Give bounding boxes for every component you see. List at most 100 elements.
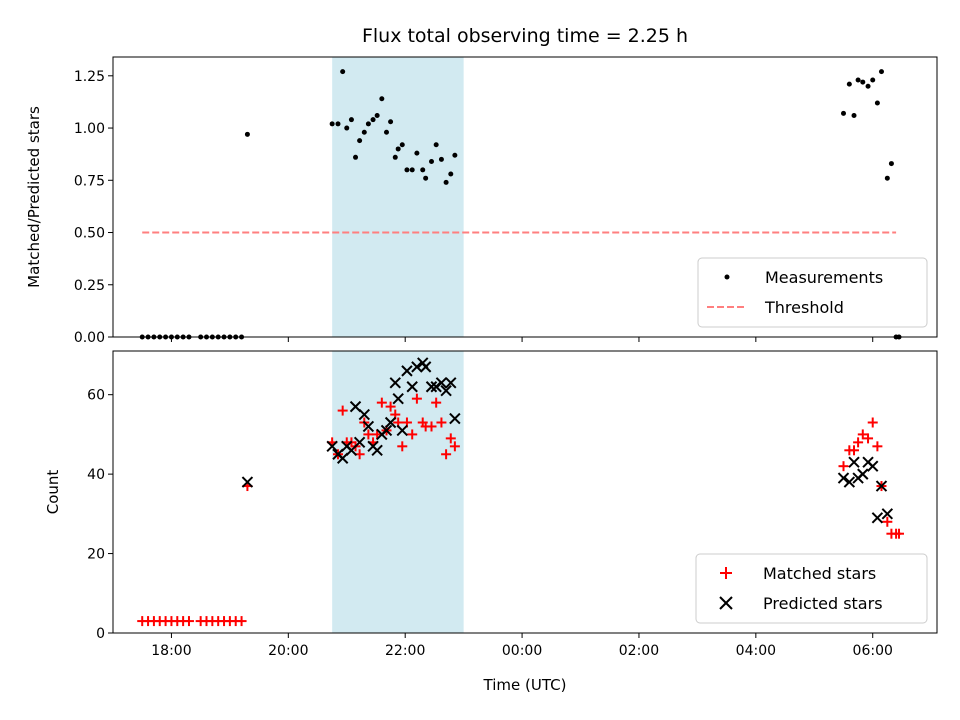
measurement-point	[409, 167, 415, 173]
matched-point	[431, 397, 442, 408]
predicted-point-b	[871, 512, 884, 524]
matched-point	[407, 429, 418, 440]
predicted-point-b	[843, 476, 856, 488]
measurement-point	[388, 119, 394, 125]
matched-point	[183, 616, 194, 627]
measurement-point	[870, 77, 876, 83]
count-x-ticks: 18:00 20:00 22:00 00:00 02:00 04:00 06:00	[151, 633, 893, 659]
matched-point	[872, 441, 883, 452]
predicted-point	[867, 460, 879, 472]
chart-title: Flux total observing time = 2.25 h	[362, 25, 688, 47]
measurement-point	[865, 83, 871, 89]
measurement-point	[365, 121, 371, 127]
measurement-point	[884, 175, 890, 181]
measurement-point	[329, 121, 335, 127]
measurement-point	[357, 138, 363, 144]
predicted-point	[371, 444, 383, 457]
matched-point	[863, 433, 874, 444]
ratio-x-ticks	[170, 337, 874, 342]
matched-point	[426, 421, 437, 432]
count-points	[137, 357, 905, 627]
matched-point	[411, 393, 422, 404]
measurement-point	[353, 154, 359, 160]
predicted-point	[435, 377, 448, 389]
predicted-point	[857, 468, 869, 480]
count-x-tick-label: 04:00	[736, 643, 776, 659]
count-y-tick-label: 60	[87, 388, 105, 404]
predicted-point	[445, 377, 457, 389]
measurement-point	[840, 110, 846, 116]
predicted-point	[419, 361, 432, 373]
predicted-point	[881, 508, 894, 520]
legend-measurement-marker	[724, 274, 730, 280]
legend-predicted-stars: Predicted stars	[763, 594, 883, 613]
matched-point	[236, 616, 247, 627]
predicted-point	[241, 476, 254, 488]
predicted-point	[362, 420, 375, 433]
predicted-point-b	[867, 460, 879, 472]
measurement-point	[851, 113, 857, 119]
ratio-y-tick-label: 0.00	[74, 330, 105, 346]
predicted-point	[875, 480, 888, 492]
matched-point	[867, 417, 878, 428]
measurement-point	[443, 179, 449, 185]
matched-point	[849, 445, 860, 456]
predicted-point-b	[848, 456, 860, 468]
predicted-point-b	[358, 408, 370, 421]
matched-point	[397, 441, 408, 452]
count-x-tick-label: 22:00	[385, 643, 425, 659]
shade-band-top	[332, 57, 464, 337]
predicted-point	[358, 408, 370, 421]
measurement-point	[878, 69, 884, 75]
measurement-point	[874, 100, 880, 106]
ratio-y-axis-label: Matched/Predicted stars	[25, 106, 43, 288]
ratio-panel: 0.00 0.25 0.50 0.75 1.00 1.25 Matched/Predict…	[25, 56, 938, 346]
predicted-point-b	[401, 365, 413, 377]
measurement-point	[335, 121, 341, 127]
count-x-tick-label: 18:00	[151, 643, 191, 659]
predicted-point	[353, 436, 366, 449]
matched-point	[882, 516, 893, 527]
ratio-legend: Measurements Threshold	[697, 257, 928, 328]
legend-measurements: Measurements	[765, 268, 883, 287]
predicted-point	[401, 365, 413, 377]
count-y-tick-label: 40	[87, 467, 105, 483]
matched-point	[449, 441, 460, 452]
ratio-y-tick-label: 0.75	[74, 173, 105, 189]
count-y-tick-label: 20	[87, 547, 105, 563]
ratio-y-tick-label: 0.50	[74, 226, 105, 242]
measurement-point	[404, 167, 410, 173]
predicted-point	[326, 440, 338, 453]
count-legend-box	[695, 553, 928, 624]
measurement-point	[860, 79, 866, 85]
measurement-point	[428, 158, 434, 164]
matched-point	[857, 429, 868, 440]
predicted-point	[336, 452, 349, 464]
predicted-point	[848, 456, 860, 468]
measurement-point	[344, 125, 350, 131]
observing-window-shade	[332, 57, 464, 337]
legend-threshold: Threshold	[764, 298, 844, 317]
predicted-point-b	[349, 400, 362, 413]
measurement-point	[348, 117, 354, 123]
predicted-point-b	[380, 424, 393, 437]
measurement-point	[855, 77, 861, 83]
measurement-point	[846, 81, 852, 87]
predicted-point-b	[445, 377, 457, 389]
measurement-point	[414, 150, 420, 156]
count-y-axis-label: Count	[44, 470, 62, 515]
count-y-ticks: 0 20 40 60	[87, 388, 113, 642]
predicted-point-b	[392, 392, 404, 405]
ratio-y-ticks: 0.00 0.25 0.50 0.75 1.00 1.25	[74, 69, 113, 346]
predicted-point	[392, 392, 404, 405]
measurement-point	[361, 129, 367, 135]
predicted-point	[389, 377, 401, 389]
predicted-point-b	[411, 361, 423, 373]
count-panel: 0 20 40 60 18:00 20:00 22:00 00:00 02:00 04:00 06…	[44, 350, 938, 694]
measurement-point	[383, 129, 389, 135]
measurement-point	[452, 152, 458, 158]
predicted-point-b	[384, 416, 397, 429]
predicted-point-b	[440, 385, 452, 397]
measurement-point	[399, 142, 405, 148]
